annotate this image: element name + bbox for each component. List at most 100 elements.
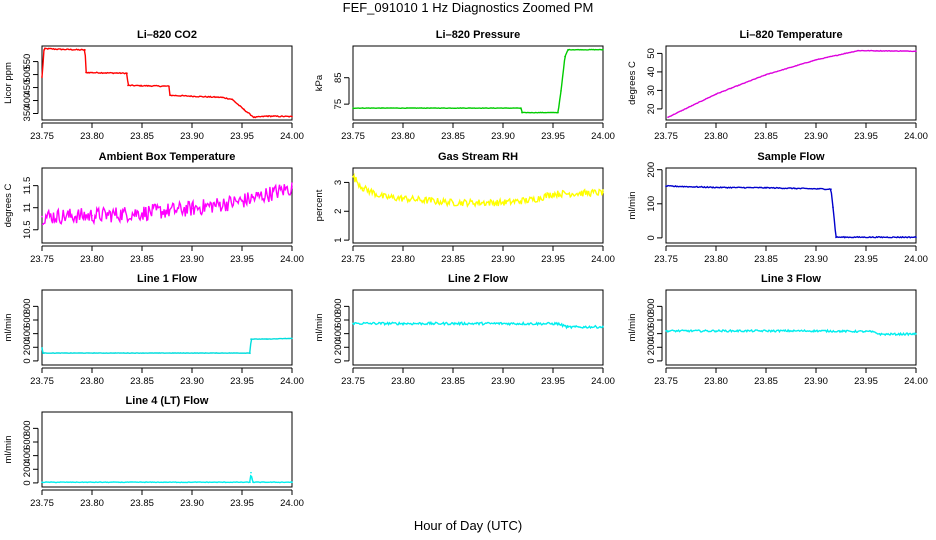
data-point — [126, 72, 128, 75]
data-point — [41, 76, 43, 78]
x-tick-label: 23.85 — [130, 131, 154, 142]
x-tick-label: 23.95 — [541, 376, 565, 387]
x-tick-label: 23.85 — [754, 376, 778, 387]
data-point — [352, 175, 354, 178]
data-point — [231, 98, 233, 101]
data-point — [243, 108, 245, 111]
data-point — [169, 94, 171, 97]
x-tick-label: 23.85 — [441, 254, 465, 265]
y-tick-label: 200 — [22, 339, 33, 355]
data-point — [41, 215, 43, 218]
series-line — [665, 328, 917, 337]
data-point — [250, 471, 252, 474]
series-line — [41, 182, 293, 226]
x-tick-label: 23.80 — [391, 254, 415, 265]
x-tick-label: 23.90 — [180, 254, 204, 265]
x-tick-label: 23.75 — [30, 254, 54, 265]
y-tick-label: 3 — [333, 180, 344, 185]
data-point — [560, 90, 562, 92]
data-point — [291, 481, 293, 484]
x-tick-label: 23.85 — [130, 254, 154, 265]
y-tick-label: 800 — [333, 298, 344, 314]
y-tick-label: 800 — [646, 298, 657, 314]
y-axis-label: ml/min — [3, 314, 14, 342]
data-point — [815, 59, 817, 61]
x-tick-label: 24.00 — [280, 254, 304, 265]
x-tick-label: 23.80 — [391, 131, 415, 142]
plot-frame — [352, 289, 604, 366]
y-tick-label: 0 — [646, 235, 657, 240]
x-tick-label: 24.00 — [591, 254, 615, 265]
y-tick-label: 400 — [22, 448, 33, 464]
x-tick-label: 23.95 — [230, 498, 254, 509]
data-point — [532, 198, 534, 201]
y-tick-label: 450 — [22, 80, 33, 96]
y-tick-label: 0 — [646, 358, 657, 363]
page-title: FEF_091010 1 Hz Diagnostics Zoomed PM — [342, 0, 594, 15]
plot-frame — [41, 167, 293, 244]
data-point — [252, 481, 254, 484]
x-tick-label: 24.00 — [280, 131, 304, 142]
chart-panel-9: Line 3 Flow 23.75 23.80 23.85 23.90 23.95 24.0… — [627, 273, 928, 387]
y-tick-label: 0 — [22, 358, 33, 363]
x-tick-label: 23.80 — [704, 131, 728, 142]
y-tick-label: 2 — [333, 209, 344, 214]
chart-title: Line 2 Flow — [448, 273, 508, 285]
chart-title: Li–820 CO2 — [137, 29, 197, 41]
y-tick-label: 200 — [646, 162, 657, 178]
data-point — [191, 207, 193, 210]
y-tick-label: 600 — [333, 312, 344, 328]
data-point — [665, 185, 667, 187]
series-line — [352, 172, 604, 208]
x-tick-label: 23.95 — [230, 131, 254, 142]
x-tick-label: 24.00 — [280, 376, 304, 387]
y-tick-label: 0 — [22, 480, 33, 485]
data-point — [667, 116, 669, 119]
y-tick-label: 11.5 — [22, 177, 33, 195]
data-point — [249, 352, 251, 354]
y-tick-label: 10.5 — [22, 221, 33, 240]
y-tick-label: 200 — [646, 339, 657, 355]
y-tick-label: 20 — [646, 104, 657, 115]
x-tick-label: 23.80 — [80, 498, 104, 509]
x-tick-label: 23.75 — [30, 376, 54, 387]
y-tick-label: 500 — [22, 67, 33, 83]
y-tick-label: 85 — [333, 72, 344, 83]
data-point — [251, 478, 253, 480]
y-axis-label: degrees C — [627, 61, 638, 105]
data-point — [715, 186, 717, 189]
x-tick-label: 23.85 — [441, 376, 465, 387]
y-tick-label: 200 — [22, 461, 33, 477]
chart-title: Sample Flow — [757, 151, 825, 163]
y-tick-label: 550 — [22, 54, 33, 70]
series-line — [665, 184, 917, 239]
y-tick-label: 600 — [646, 312, 657, 328]
x-tick-label: 23.95 — [854, 254, 878, 265]
data-point — [352, 107, 354, 109]
x-tick-label: 23.75 — [30, 498, 54, 509]
data-point — [85, 71, 87, 74]
y-axis-label: degrees C — [3, 183, 14, 227]
x-tick-label: 23.95 — [230, 254, 254, 265]
x-tick-label: 23.75 — [341, 254, 365, 265]
data-point — [715, 93, 717, 95]
y-tick-label: 0 — [333, 358, 344, 363]
y-axis-label: ml/min — [627, 192, 638, 220]
y-tick-label: 1 — [333, 237, 344, 242]
data-point — [521, 111, 523, 114]
data-point — [880, 333, 882, 336]
chart-panel-4: Ambient Box Temperature 23.75 23.80 23.85 23… — [3, 151, 304, 265]
y-tick-label: 30 — [646, 85, 657, 96]
x-tick-label: 23.85 — [130, 376, 154, 387]
series-line — [352, 320, 604, 330]
x-tick-label: 23.75 — [341, 376, 365, 387]
data-point — [502, 201, 504, 204]
data-point — [41, 481, 43, 484]
x-tick-label: 23.75 — [341, 131, 365, 142]
data-point — [502, 322, 504, 325]
y-tick-label: 400 — [333, 326, 344, 342]
data-point — [141, 212, 143, 214]
data-point — [915, 333, 917, 335]
data-point — [249, 481, 251, 484]
data-point — [765, 73, 767, 76]
